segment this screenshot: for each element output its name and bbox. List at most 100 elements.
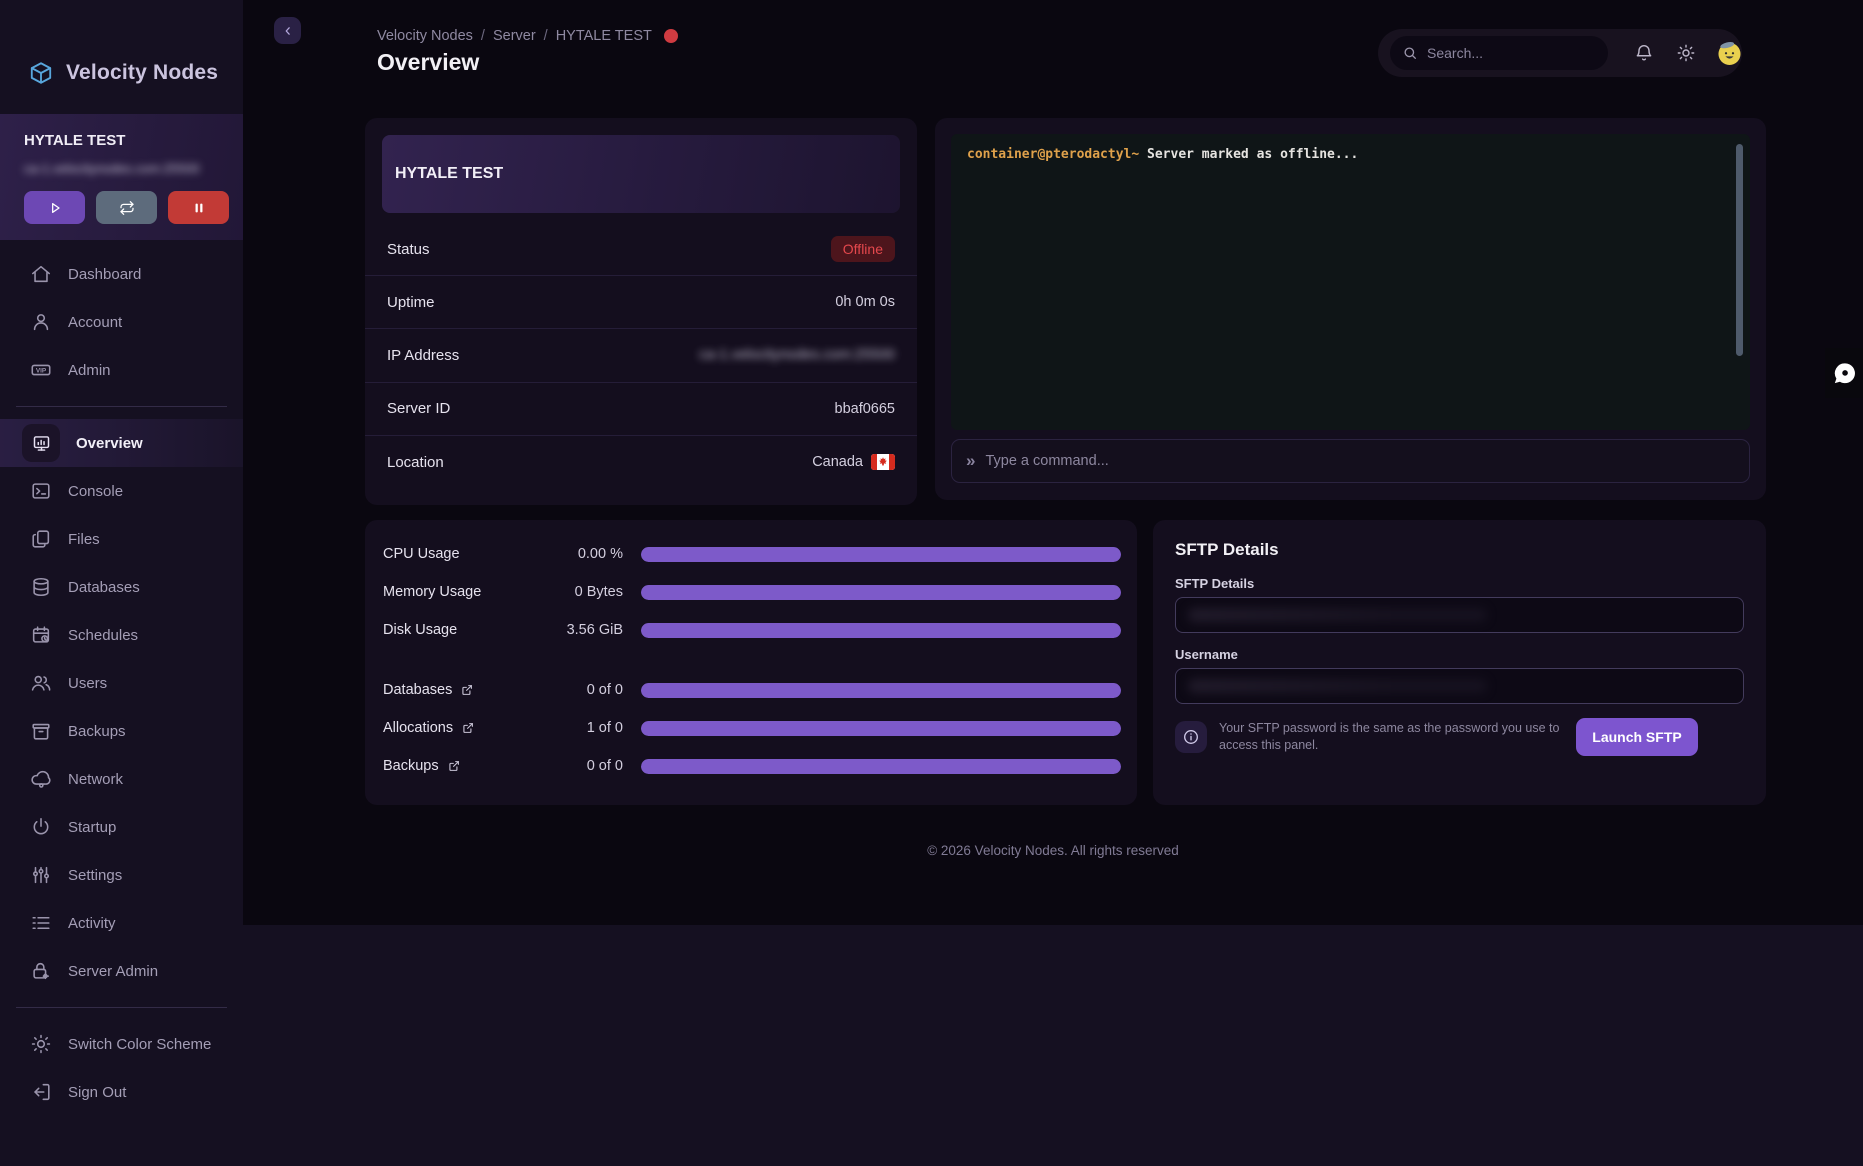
main-content: Velocity Nodes / Server / HYTALE TEST Overvi… [243,0,1863,925]
network-icon [30,768,52,790]
sidebar-item-schedules[interactable]: Schedules [0,611,243,659]
usage-bar [641,682,1121,698]
monitor-icon [22,424,60,462]
launch-sftp-button[interactable]: Launch SFTP [1576,718,1698,756]
sidebar-item-console[interactable]: Console [0,467,243,515]
usage-row: Databases 0 of 0 [383,671,1121,709]
server-banner-title: HYTALE TEST [395,165,504,182]
info-value: ca-1.velocitynodes.com:25500 [699,347,895,364]
sidebar-item-network[interactable]: Network [0,755,243,803]
info-label: Location [387,453,444,471]
breadcrumb-separator: / [543,28,548,44]
sidebar-item-label: Console [68,482,124,500]
command-input[interactable] [985,453,1735,469]
sidebar-nav: Dashboard Account VIP Admin Overview Console F… [0,250,243,1116]
sidebar-item-server-admin[interactable]: Server Admin [0,947,243,995]
sidebar-item-settings[interactable]: Settings [0,851,243,899]
breadcrumb: Velocity Nodes / Server / HYTALE TEST [377,28,678,44]
terminal-line: container@pterodactyl~ Server marked as … [967,147,1734,162]
sidebar-item-label: Account [68,313,123,331]
usage-label-backups[interactable]: Backups [383,758,543,774]
breadcrumb-item[interactable]: Server [492,28,536,44]
sftp-input-username[interactable] [1175,668,1744,704]
sidebar-item-switch-color-scheme[interactable]: Switch Color Scheme [0,1020,243,1068]
chat-widget-button[interactable] [1825,348,1863,398]
start-server-button[interactable] [24,191,85,224]
info-value: bbaf0665 [834,400,895,417]
sidebar-item-label: Startup [68,818,117,836]
usage-value: 0 of 0 [586,758,623,774]
app-name: Velocity Nodes [66,61,219,84]
app-logo[interactable]: Velocity Nodes [0,0,243,100]
usage-value: 0 Bytes [574,584,623,600]
sidebar-item-dashboard[interactable]: Dashboard [0,250,243,298]
sidebar-item-label: Admin [68,361,111,379]
sidebar-item-databases[interactable]: Databases [0,563,243,611]
activity-icon [30,912,52,934]
usage-row: Allocations 1 of 0 [383,709,1121,747]
usage-stats: CPU Usage 0.00 % Memory Usage 0 Bytes Disk U… [383,535,1121,649]
sftp-note-row: Your SFTP password is the same as the pa… [1175,718,1744,756]
power-icon [30,816,52,838]
stop-server-button[interactable] [168,191,229,224]
info-value: Offline [830,236,895,263]
usage-label-allocations[interactable]: Allocations [383,720,543,736]
sidebar-item-startup[interactable]: Startup [0,803,243,851]
sidebar-item-sign-out[interactable]: Sign Out [0,1068,243,1116]
sidebar-item-backups[interactable]: Backups [0,707,243,755]
vip-icon: VIP [30,359,52,381]
logo-cube-icon [28,60,54,86]
sftp-card: SFTP Details SFTP Details Username Your S… [1153,520,1766,805]
sidebar: Velocity Nodes HYTALE TEST ca-1.velocity… [0,0,243,1166]
sidebar-item-overview[interactable]: Overview [0,419,243,467]
info-value: 0h 0m 0s [835,294,895,311]
search-input[interactable] [1427,45,1608,61]
info-label: Status [387,240,430,258]
sidebar-item-label: Settings [68,866,123,884]
sidebar-item-label: Server Admin [68,962,159,980]
sftp-fields: SFTP Details Username [1175,576,1744,704]
sidebar-item-admin[interactable]: VIP Admin [0,346,243,394]
terminal-scrollbar[interactable] [1736,144,1743,356]
sidebar-item-label: Schedules [68,626,139,644]
usage-bar [641,546,1121,562]
restart-server-button[interactable] [96,191,157,224]
server-info-row: Status Offline [365,223,917,277]
user-icon [30,311,52,333]
terminal-icon [30,480,52,502]
signout-icon [30,1081,52,1103]
notifications-bell-icon[interactable] [1634,43,1654,63]
sftp-input-sftp-details[interactable] [1175,597,1744,633]
user-avatar[interactable] [1716,40,1743,67]
chevron-left-icon [281,24,295,38]
sidebar-collapse-button[interactable] [274,17,301,44]
usage-label-disk-usage: Disk Usage [383,622,458,638]
breadcrumb-item[interactable]: HYTALE TEST [555,28,652,44]
usage-row: Memory Usage 0 Bytes [383,573,1121,611]
terminal-prompt: container@pterodactyl~ [967,147,1140,162]
terminal-output: container@pterodactyl~ Server marked as … [951,134,1750,430]
breadcrumb-item[interactable]: Velocity Nodes [377,28,473,44]
double-chevron-icon: » [966,451,976,470]
topbar [1378,29,1742,77]
redacted-value [1188,608,1487,622]
usage-bar [641,758,1121,774]
usage-links: Databases 0 of 0 Allocations 1 of 0 Backups 0… [383,671,1121,785]
search-bar[interactable] [1390,36,1608,70]
server-info-card: HYTALE TEST Status Offline Uptime 0h 0m 0s I… [365,118,917,505]
sidebar-item-users[interactable]: Users [0,659,243,707]
sftp-note: Your SFTP password is the same as the pa… [1219,721,1560,752]
theme-sun-icon[interactable] [1676,43,1696,63]
server-banner: HYTALE TEST [382,135,900,213]
sidebar-item-files[interactable]: Files [0,515,243,563]
usage-bar [641,720,1121,736]
usage-label-databases[interactable]: Databases [383,682,543,698]
usage-row: CPU Usage 0.00 % [383,535,1121,573]
usage-value: 3.56 GiB [566,622,623,638]
sidebar-item-activity[interactable]: Activity [0,899,243,947]
sidebar-item-account[interactable]: Account [0,298,243,346]
sidebar-item-label: Files [68,530,100,548]
info-label: Uptime [387,293,435,311]
command-input-wrap: » [951,439,1750,483]
sidebar-divider [16,406,227,407]
